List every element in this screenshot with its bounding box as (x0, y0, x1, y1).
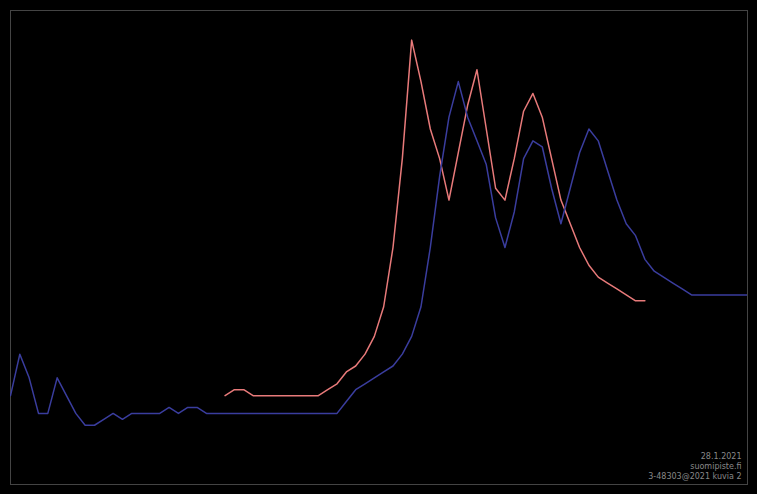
svg-text:28.1.2021suomipiste.fi3-48303@: 28.1.2021suomipiste.fi3-48303@2021 kuvia… (648, 452, 741, 480)
